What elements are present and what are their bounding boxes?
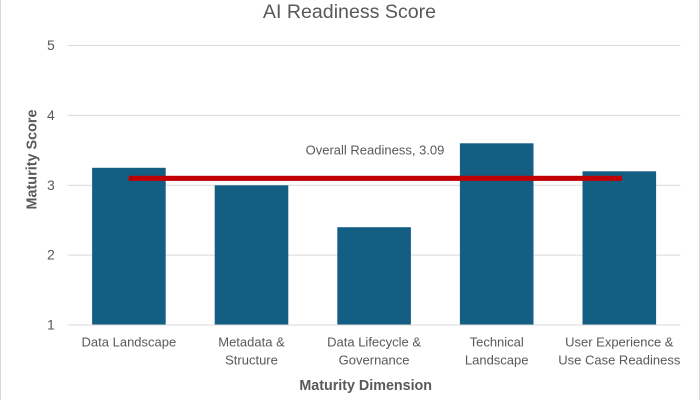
svg-text:5: 5	[47, 37, 55, 53]
svg-text:Data Lifecycle &: Data Lifecycle &	[327, 335, 421, 350]
svg-text:Maturity Score: Maturity Score	[25, 110, 41, 210]
svg-text:Maturity Dimension: Maturity Dimension	[299, 378, 432, 394]
svg-text:Governance: Governance	[339, 353, 410, 368]
svg-text:Metadata &: Metadata &	[218, 335, 285, 350]
svg-text:2: 2	[47, 247, 55, 263]
svg-text:Overall Readiness, 3.09: Overall Readiness, 3.09	[306, 143, 445, 158]
svg-text:Structure: Structure	[225, 353, 278, 368]
svg-text:Technical: Technical	[470, 335, 524, 350]
svg-text:4: 4	[47, 107, 55, 123]
svg-text:3: 3	[47, 177, 55, 193]
svg-text:Landscape: Landscape	[465, 353, 529, 368]
svg-text:User Experience &: User Experience &	[565, 335, 674, 350]
svg-text:Data Landscape: Data Landscape	[82, 335, 177, 350]
svg-text:1: 1	[47, 317, 55, 333]
svg-text:AI Readiness Score: AI Readiness Score	[263, 1, 436, 23]
svg-text:Use Case Readiness: Use Case Readiness	[558, 353, 681, 368]
